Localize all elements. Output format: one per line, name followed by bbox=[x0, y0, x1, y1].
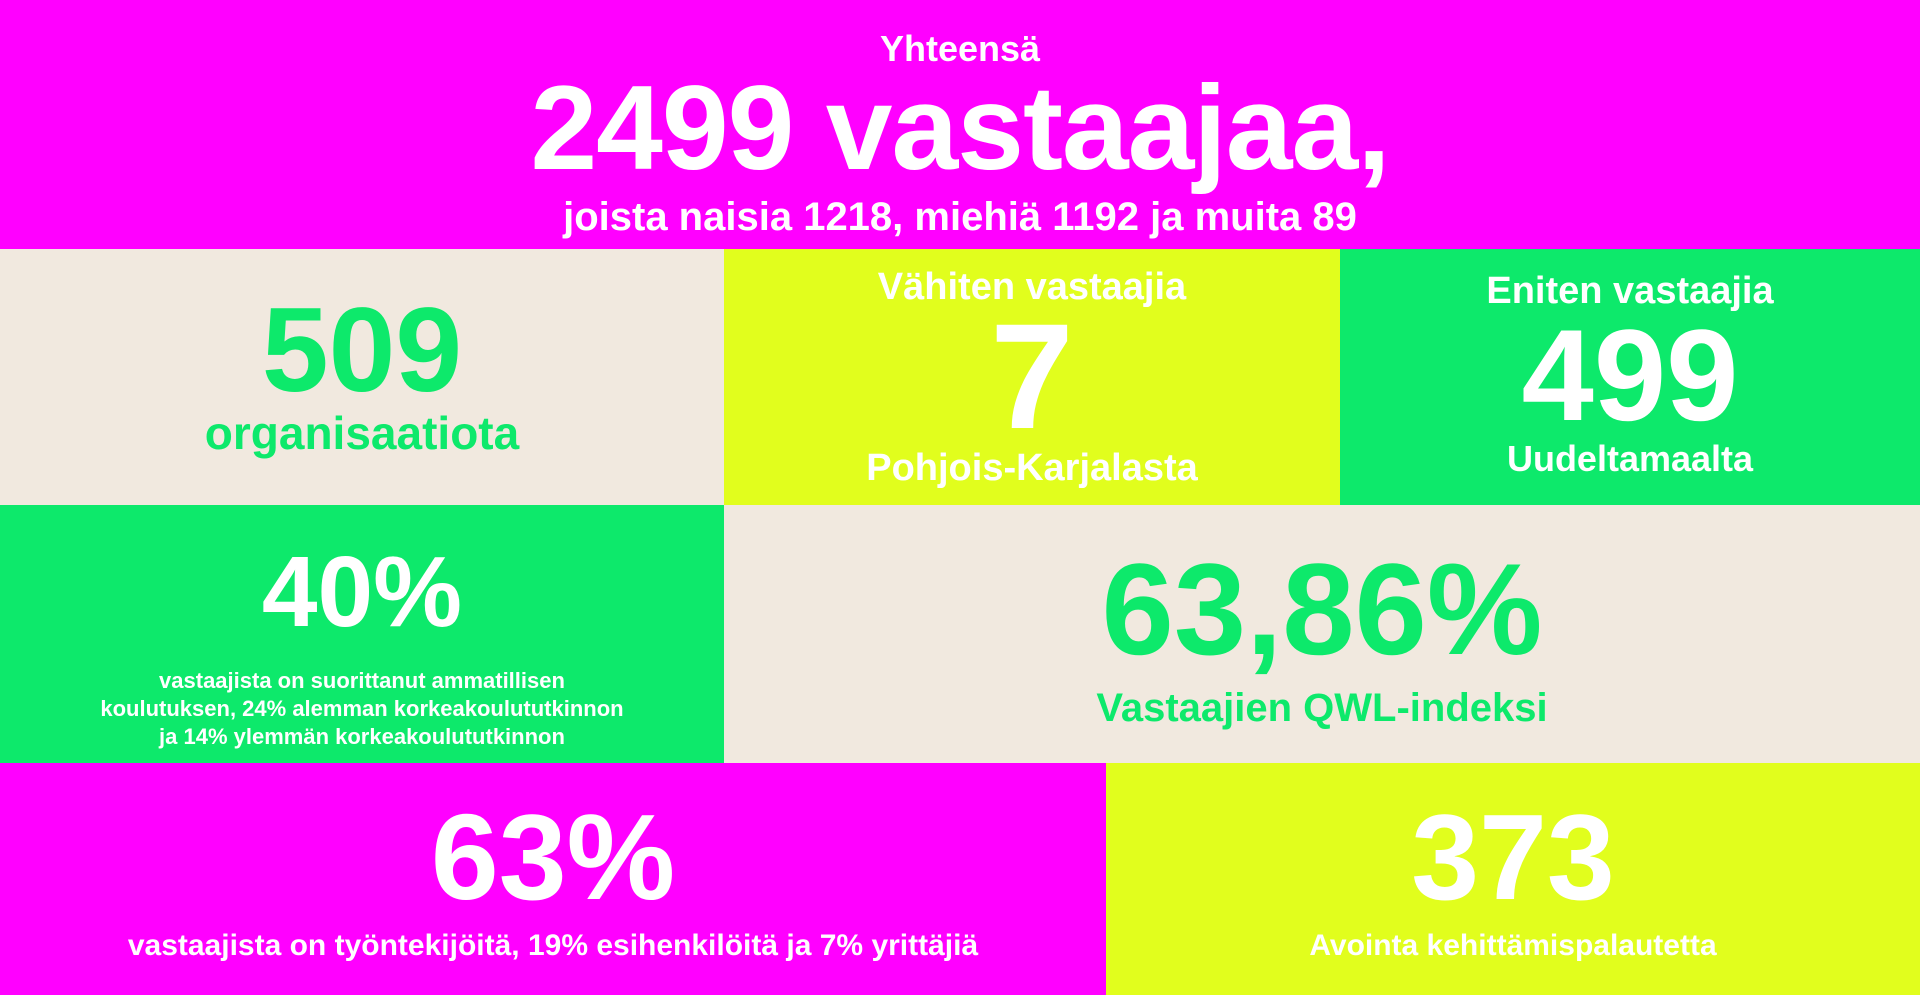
education-description-line: koulutuksen, 24% alemman korkeakoulututk… bbox=[100, 696, 624, 721]
total-label: Yhteensä bbox=[879, 28, 1041, 69]
most-respondents-label: Eniten vastaajia bbox=[1486, 270, 1774, 312]
education-description-line: vastaajista on suorittanut ammatillisen bbox=[159, 668, 565, 693]
feedback-label: Avointa kehittämispalautetta bbox=[1309, 929, 1717, 962]
least-respondents-region: Pohjois-Karjalasta bbox=[866, 447, 1198, 489]
roles-description: vastaajista on työntekijöitä, 19% esihen… bbox=[127, 929, 979, 962]
gender-breakdown: joista naisia 1218, miehiä 1192 ja muita… bbox=[563, 195, 1357, 239]
most-respondents-value: 499 bbox=[1521, 302, 1739, 448]
most-respondents-tile: Eniten vastaajia 499 Uudeltamaalta bbox=[1340, 249, 1920, 505]
education-value: 40% bbox=[261, 536, 463, 648]
organisations-tile: 509 organisaatiota bbox=[0, 249, 724, 505]
feedback-value: 373 bbox=[1411, 789, 1615, 925]
roles-value: 63% bbox=[430, 789, 676, 925]
roles-tile: 63% vastaajista on työntekijöitä, 19% es… bbox=[0, 763, 1106, 995]
education-description-line: ja 14% ylemmän korkeakoulututkinnon bbox=[159, 724, 565, 749]
least-respondents-tile: Vähiten vastaajia 7 Pohjois-Karjalasta bbox=[724, 249, 1340, 505]
education-description: vastaajista on suorittanut ammatillisen … bbox=[100, 667, 623, 751]
qwl-index-label: Vastaajien QWL-indeksi bbox=[1096, 686, 1548, 730]
least-respondents-label: Vähiten vastaajia bbox=[877, 266, 1187, 308]
organisations-label: organisaatiota bbox=[204, 407, 520, 459]
qwl-index-tile: 63,86% Vastaajien QWL-indeksi bbox=[724, 505, 1920, 763]
feedback-tile: 373 Avointa kehittämispalautetta bbox=[1106, 763, 1920, 995]
education-tile: 40% vastaajista on suorittanut ammatilli… bbox=[0, 505, 724, 763]
qwl-index-value: 63,86% bbox=[1101, 536, 1543, 682]
most-respondents-region: Uudeltamaalta bbox=[1506, 438, 1754, 479]
total-respondents-value: 2499 vastaajaa, bbox=[530, 61, 1390, 195]
organisations-value: 509 bbox=[261, 283, 463, 417]
least-respondents-value: 7 bbox=[990, 292, 1074, 460]
total-respondents-banner: Yhteensä 2499 vastaajaa, joista naisia 1… bbox=[0, 0, 1920, 249]
